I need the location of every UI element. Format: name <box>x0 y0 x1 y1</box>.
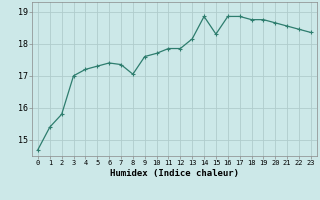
X-axis label: Humidex (Indice chaleur): Humidex (Indice chaleur) <box>110 169 239 178</box>
